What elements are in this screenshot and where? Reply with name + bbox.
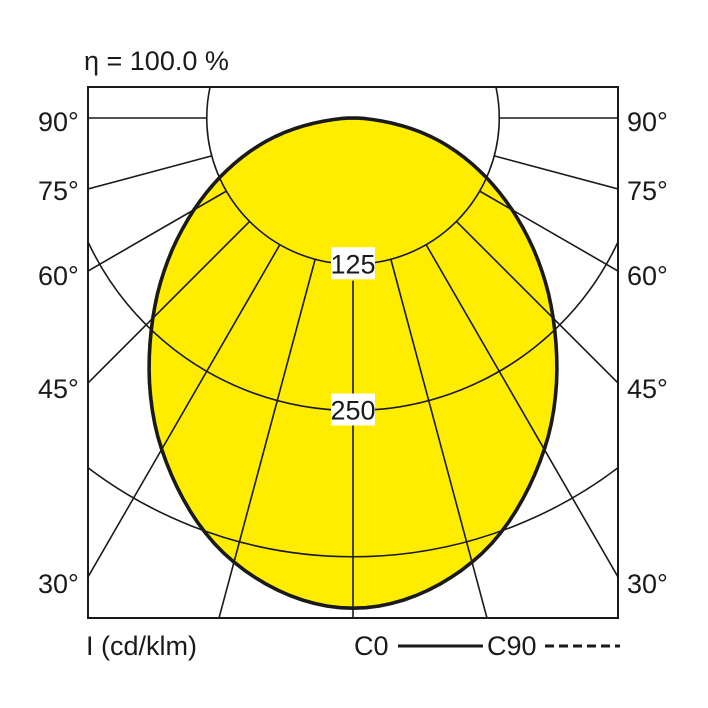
angle-label-left: 30° (38, 569, 79, 599)
angle-label-right: 45° (627, 374, 668, 404)
chart-frame (87, 86, 619, 619)
radial-tick-label: 125 (330, 249, 375, 279)
grid-radial-line (425, 244, 618, 578)
grid-radial-line (479, 190, 618, 272)
grid-radial-line (88, 244, 281, 578)
angle-label-right: 30° (627, 569, 668, 599)
polar-grid (88, 87, 618, 618)
series-c0-curve (147, 116, 559, 610)
unit-label: I (cd/klm) (86, 631, 197, 661)
efficiency-label: η = 100.0 % (84, 46, 229, 76)
tick-label-bg (331, 247, 375, 280)
angle-label-right: 60° (627, 261, 668, 291)
tick-label-bg (331, 393, 375, 426)
grid-radial-line (494, 155, 618, 190)
angle-label-left: 45° (38, 374, 79, 404)
radial-tick-label: 250 (330, 396, 375, 426)
angle-label-left: 60° (38, 261, 79, 291)
legend-c0-label: C0 (354, 631, 389, 661)
angle-label-left: 90° (38, 107, 79, 137)
angle-label-right: 90° (627, 107, 668, 137)
grid-radial-line (88, 155, 212, 190)
grid-radial-line (88, 190, 227, 272)
legend-c90-label: C90 (487, 631, 537, 661)
grid-radial-line (390, 259, 488, 618)
grid-radial-line (455, 220, 618, 384)
angle-label-right: 75° (627, 176, 668, 206)
angle-label-left: 75° (38, 176, 79, 206)
grid-radial-line (218, 259, 316, 618)
grid-radial-line (88, 220, 251, 384)
